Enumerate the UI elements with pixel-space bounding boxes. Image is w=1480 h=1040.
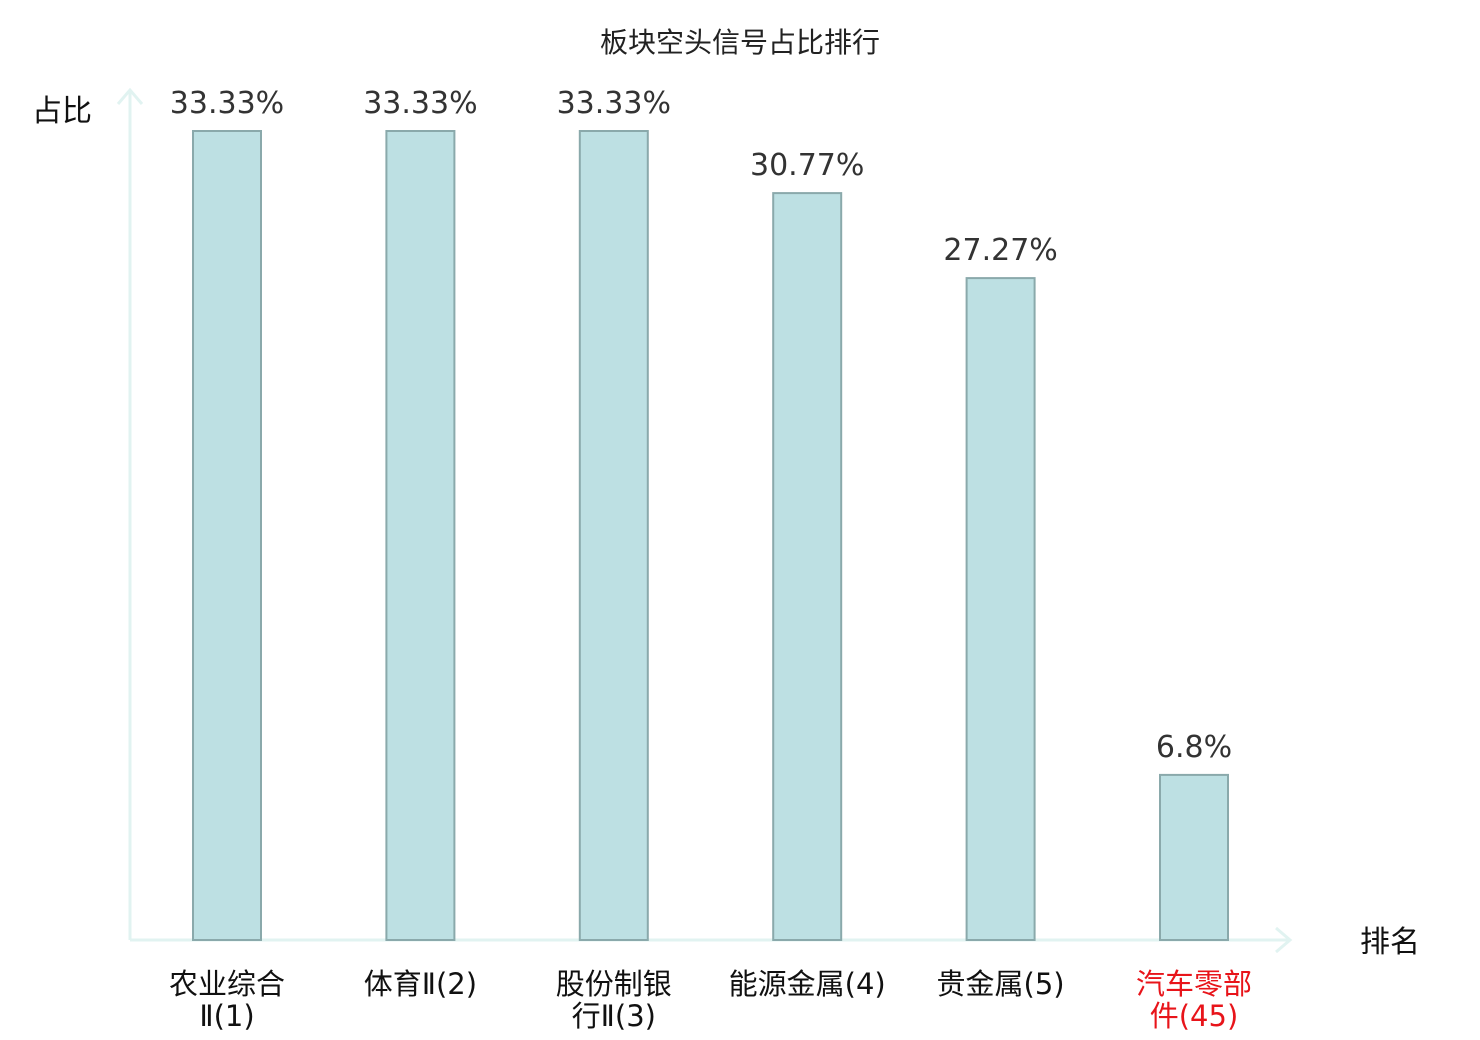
x-tick-label-line: 能源金属(4) bbox=[729, 967, 886, 1001]
x-tick-label-line: 行Ⅱ(3) bbox=[572, 999, 656, 1033]
x-axis-arrow bbox=[1275, 926, 1293, 954]
x-tick-label-line: 农业综合 bbox=[169, 967, 285, 1001]
x-tick-labels: 农业综合 Ⅱ(1) 体育Ⅱ(2) 股份制银行Ⅱ(3) 能源金属(4) 贵金属(5) 汽车零部… bbox=[169, 967, 1252, 1033]
bar bbox=[965, 277, 1036, 942]
x-tick-label: 体育Ⅱ(2) bbox=[364, 967, 477, 1001]
x-tick-label: 贵金属(5) bbox=[937, 967, 1065, 1001]
x-tick-label-line: 体育Ⅱ(2) bbox=[364, 967, 477, 1001]
bars bbox=[192, 130, 1229, 942]
x-tick-label-line: 汽车零部 bbox=[1136, 967, 1252, 1001]
x-tick-label-line: Ⅱ(1) bbox=[199, 999, 254, 1033]
x-tick-label: 股份制银行Ⅱ(3) bbox=[556, 967, 672, 1033]
value-labels: 33.33% 33.33% 33.33% 30.77% 27.27% 6.8% bbox=[170, 86, 1232, 765]
y-axis-label: 占比 bbox=[32, 94, 92, 129]
bar-value-label: 27.27% bbox=[943, 233, 1057, 268]
x-tick-label: 汽车零部件(45) bbox=[1136, 967, 1252, 1033]
y-axis-arrow bbox=[116, 87, 144, 105]
bar bbox=[772, 192, 843, 942]
x-tick-label-line: 贵金属(5) bbox=[937, 967, 1065, 1001]
bar-value-label: 30.77% bbox=[750, 148, 864, 183]
axes bbox=[116, 87, 1293, 954]
x-tick-label-line: 件(45) bbox=[1150, 999, 1239, 1033]
bar-value-label: 33.33% bbox=[170, 86, 284, 121]
bar bbox=[385, 130, 456, 941]
bar bbox=[192, 130, 262, 941]
bar bbox=[578, 130, 649, 941]
x-tick-label: 能源金属(4) bbox=[729, 967, 886, 1001]
x-tick-label: 农业综合 Ⅱ(1) bbox=[169, 967, 285, 1033]
bar-value-label: 33.33% bbox=[557, 86, 671, 121]
chart-title: 板块空头信号占比排行 bbox=[600, 26, 880, 59]
bar bbox=[1159, 773, 1229, 942]
x-tick-label-line: 股份制银 bbox=[556, 967, 672, 1001]
bar-value-label: 33.33% bbox=[363, 86, 477, 121]
bar-value-label: 6.8% bbox=[1156, 730, 1232, 765]
x-axis-label: 排名 bbox=[1360, 925, 1420, 960]
